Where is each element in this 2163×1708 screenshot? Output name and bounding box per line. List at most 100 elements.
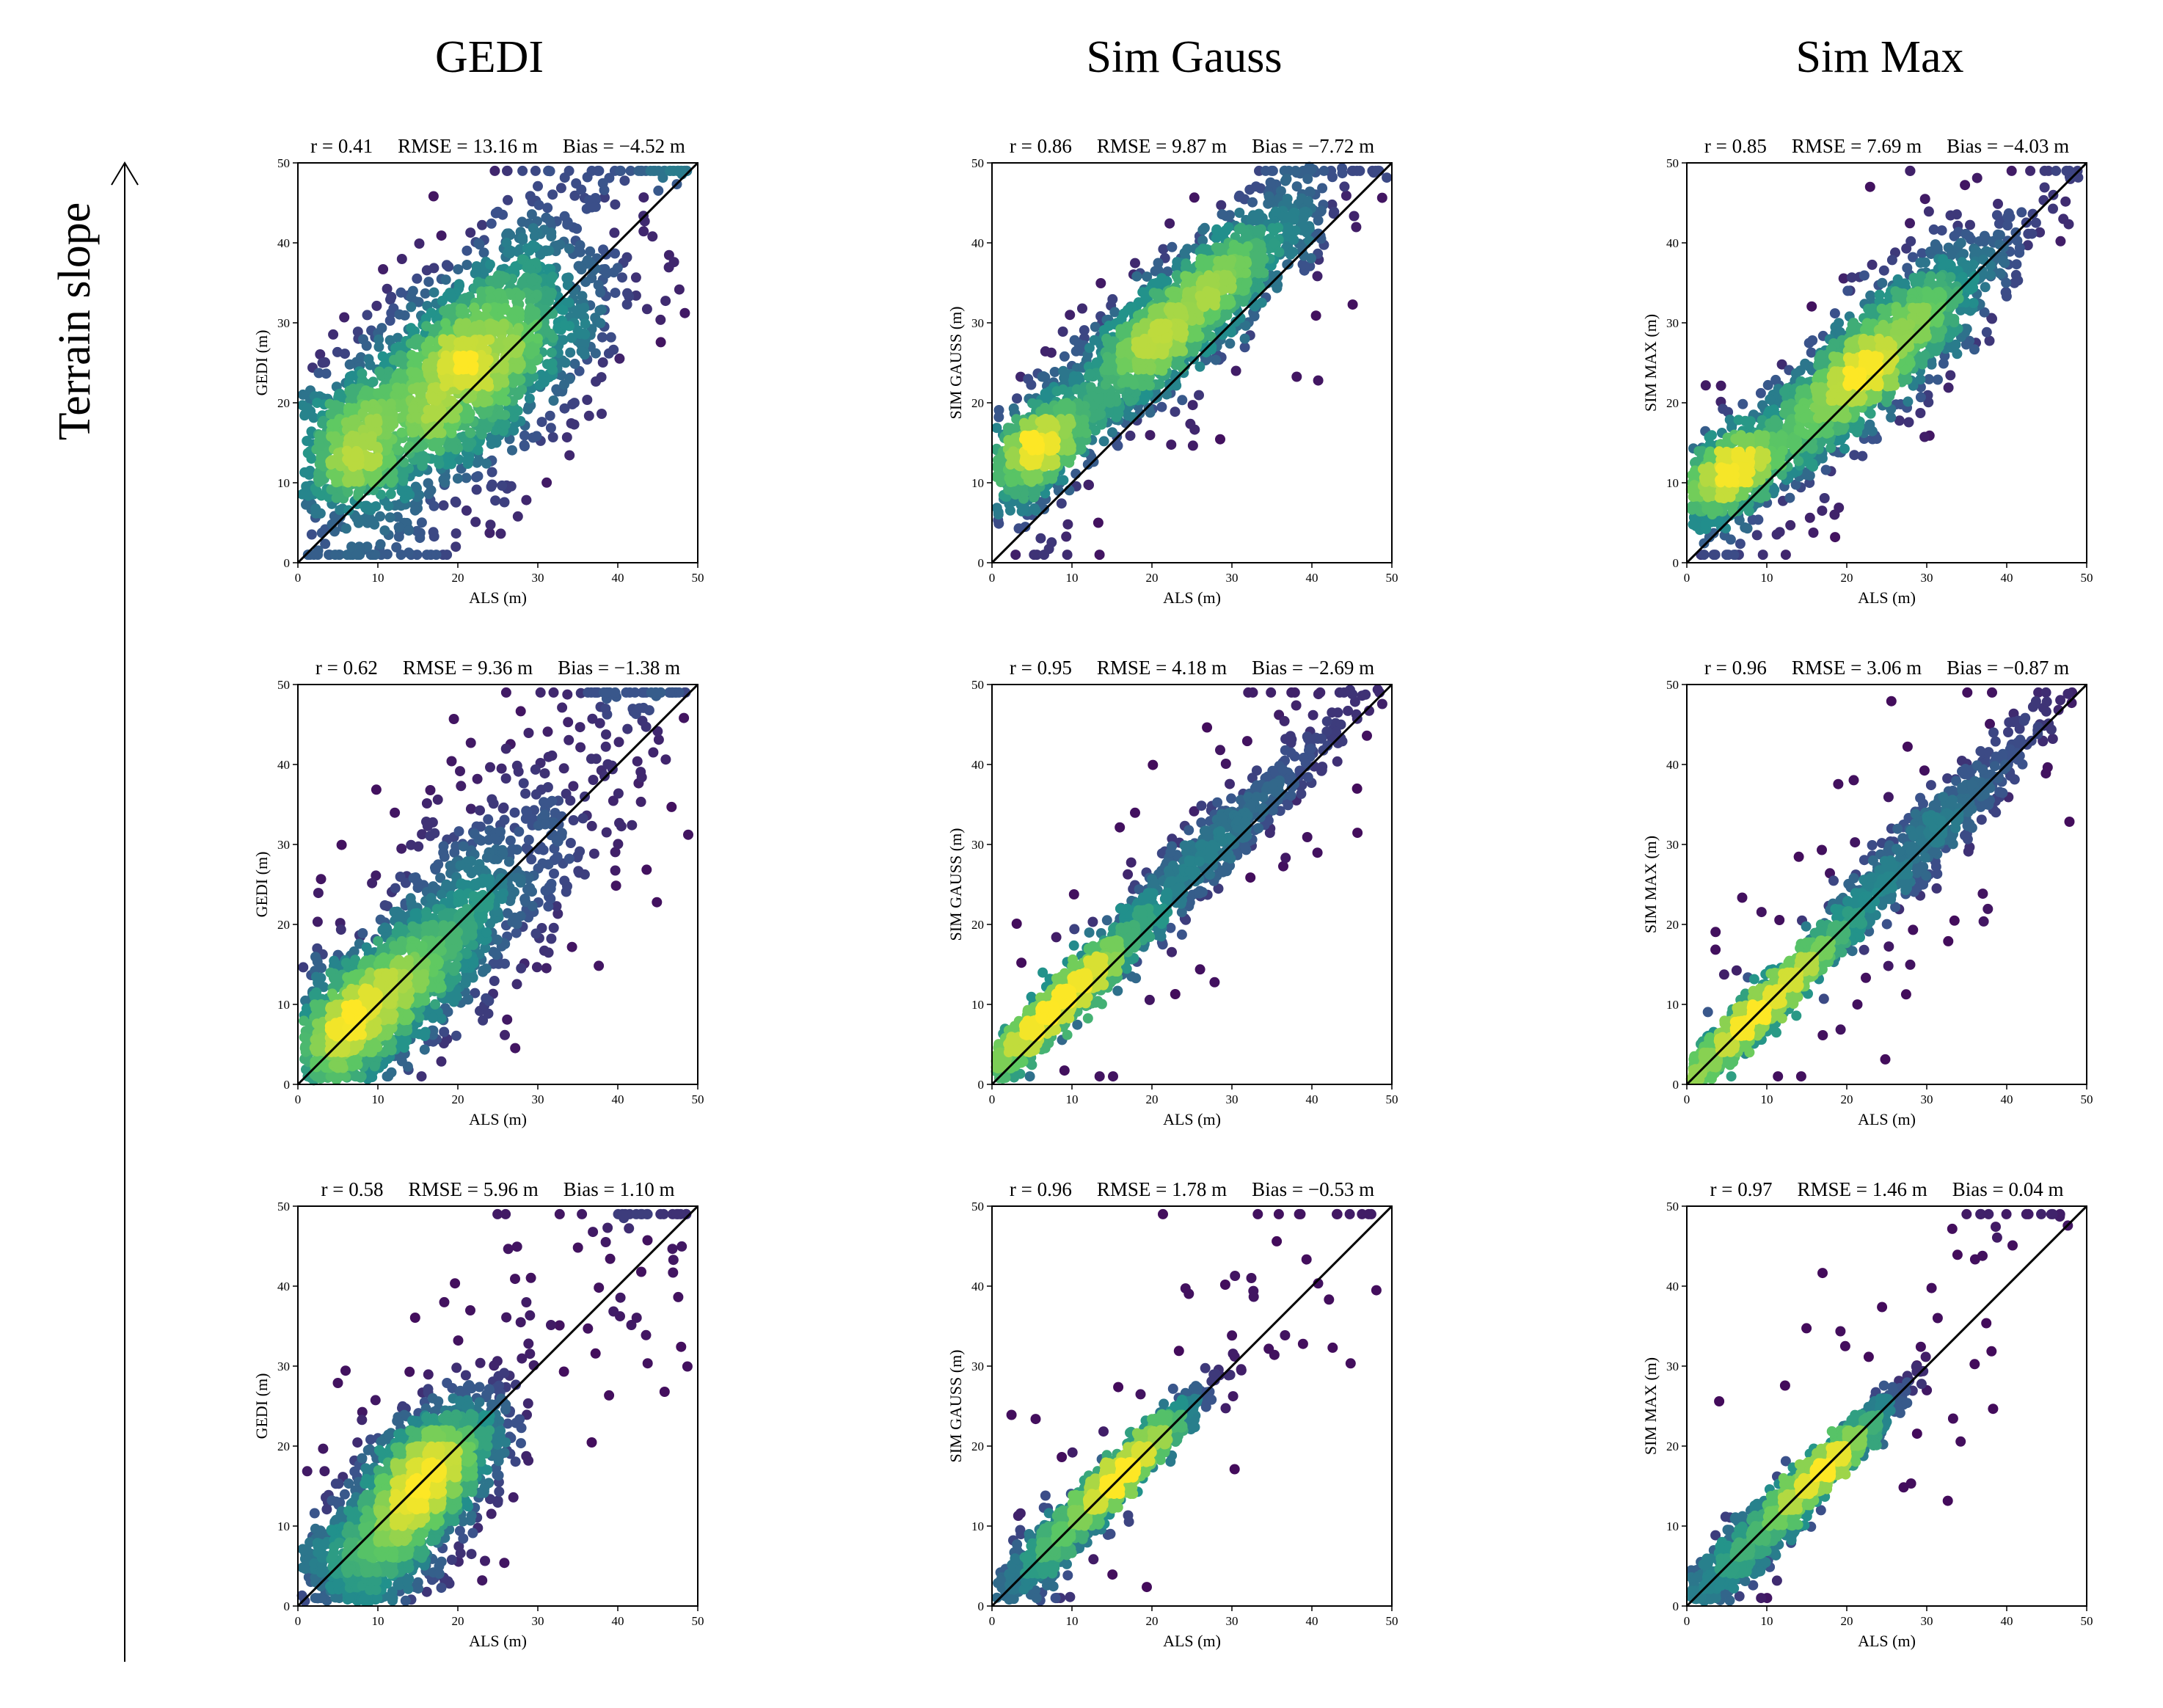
data-point <box>1737 398 1748 409</box>
data-point <box>393 384 404 395</box>
data-point <box>1004 425 1015 436</box>
data-point <box>1247 197 1258 208</box>
data-point <box>436 230 447 241</box>
data-point <box>630 272 641 283</box>
data-point <box>1834 318 1845 329</box>
data-point <box>428 393 439 404</box>
data-point <box>1216 200 1227 211</box>
x-tick-label: 20 <box>1146 571 1159 585</box>
data-point <box>597 357 608 368</box>
data-point <box>486 479 497 490</box>
data-point <box>1743 419 1754 430</box>
data-point <box>1053 485 1064 496</box>
data-point <box>1130 258 1140 269</box>
data-point <box>1201 244 1212 255</box>
data-point <box>325 456 336 467</box>
data-point <box>524 305 535 316</box>
data-point <box>365 505 376 516</box>
data-point <box>1150 266 1161 277</box>
data-point <box>360 400 371 411</box>
data-point <box>462 377 473 388</box>
data-point <box>461 505 472 516</box>
data-point <box>354 541 365 552</box>
data-point <box>1049 367 1060 377</box>
data-point <box>515 374 526 385</box>
data-point <box>1318 165 1329 176</box>
data-point <box>524 393 535 404</box>
data-point <box>1733 415 1744 426</box>
data-point <box>1724 415 1735 426</box>
data-point <box>517 278 528 289</box>
data-point <box>609 227 620 238</box>
data-point <box>477 219 487 230</box>
data-point <box>597 409 607 419</box>
data-point <box>404 489 415 500</box>
data-point <box>1718 404 1729 415</box>
data-point <box>1945 370 1956 381</box>
data-point <box>1270 206 1281 217</box>
data-point <box>569 398 580 409</box>
data-point <box>1924 373 1935 384</box>
data-point <box>340 523 351 534</box>
data-point <box>543 165 554 176</box>
data-point <box>992 470 1003 481</box>
data-point <box>484 528 495 539</box>
data-point <box>1253 268 1264 279</box>
data-point <box>544 289 555 299</box>
column-title-sim-gauss: Sim Gauss <box>1087 32 1283 82</box>
data-point <box>614 353 625 364</box>
data-point <box>1084 343 1095 354</box>
data-point <box>1194 361 1205 372</box>
data-point <box>421 550 432 561</box>
data-point <box>500 272 511 283</box>
data-point <box>1010 550 1021 561</box>
data-point <box>580 318 591 329</box>
data-point <box>598 244 609 255</box>
data-point <box>1225 259 1236 270</box>
data-point <box>490 495 501 506</box>
data-point <box>378 264 389 274</box>
data-point <box>557 355 568 366</box>
data-point <box>391 371 402 382</box>
data-point <box>1025 470 1036 481</box>
data-point <box>612 263 623 274</box>
data-point <box>412 382 423 393</box>
data-point <box>1960 339 1971 350</box>
data-point <box>314 477 325 487</box>
data-point <box>1194 390 1204 401</box>
data-point <box>1061 531 1072 542</box>
data-point <box>481 302 492 313</box>
y-tick-label: 20 <box>277 396 290 410</box>
data-point <box>315 349 326 360</box>
data-point <box>437 296 448 306</box>
x-tick-label: 40 <box>1306 571 1318 585</box>
data-point <box>1026 379 1037 390</box>
data-point <box>1806 301 1817 312</box>
data-point <box>1776 359 1787 370</box>
data-point <box>991 461 1002 472</box>
data-point <box>1134 347 1145 358</box>
data-point <box>599 192 610 203</box>
data-point <box>1069 335 1080 346</box>
data-point <box>1090 425 1101 436</box>
data-point <box>1958 249 1969 260</box>
data-point <box>411 351 422 362</box>
data-point <box>1138 296 1148 307</box>
data-point <box>1104 355 1115 366</box>
data-point <box>1804 478 1815 489</box>
data-point <box>1871 434 1882 445</box>
data-point <box>1755 387 1766 398</box>
data-point <box>572 223 583 234</box>
data-point <box>536 417 547 428</box>
data-point <box>1905 165 1916 176</box>
data-point <box>441 458 452 469</box>
data-point <box>1830 532 1841 543</box>
data-point <box>1734 515 1745 526</box>
plot-frame <box>991 162 1393 563</box>
data-point <box>1215 434 1225 445</box>
data-point <box>1282 259 1293 270</box>
data-point <box>572 309 582 319</box>
data-point <box>1770 374 1781 385</box>
data-point <box>362 310 373 321</box>
